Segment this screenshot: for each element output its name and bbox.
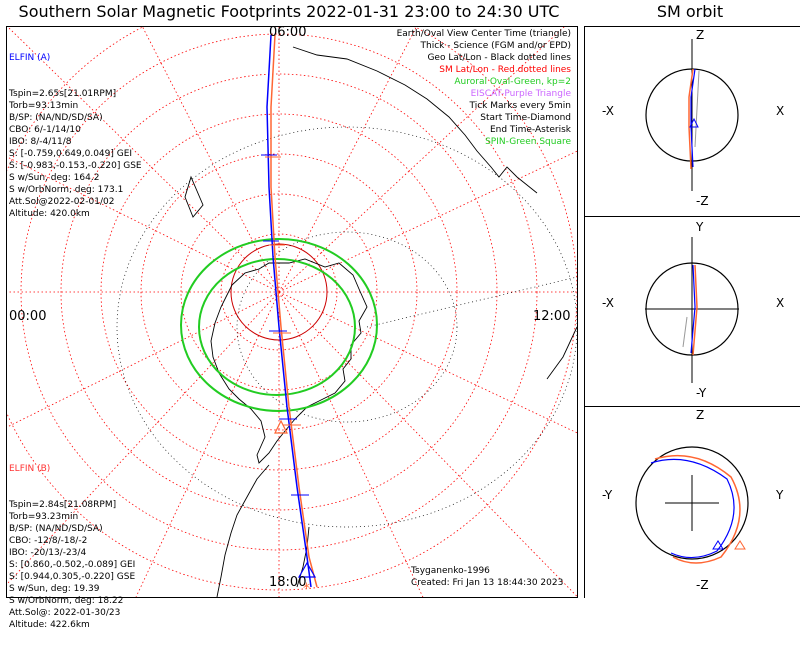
elfin-a-track [266, 34, 312, 588]
elfin-a-info-line: S w/OrbNorm, deg: 173.1 [9, 185, 124, 195]
sm3-top: Z [696, 408, 705, 422]
elfin-b-info-line: S: [0.860,-0.502,-0.089] GEI [9, 560, 136, 570]
elfin-b-view-triangle [274, 419, 288, 434]
elfin-b-info-line: S w/OrbNorm, deg: 18.22 [9, 596, 124, 606]
sm-panel-xy [584, 216, 800, 406]
sm-lat-circles [7, 27, 577, 591]
elfin-a-info-line: S: [-0.759,0.649,0.049] GEI [9, 149, 133, 159]
sm-orbit-column: Z -Z -X X Y -Y -X X Z -Z -Y Y [584, 26, 800, 598]
legend-item: Start Time-Diamond [480, 113, 571, 123]
elfin-b-info-line: Att.Sol@: 2022-01-30/23 [9, 608, 121, 618]
legend-item: Geo Lat/Lon - Black dotted lines [427, 53, 571, 63]
sm3-right: Y [776, 488, 784, 502]
elfin-a-ticks [261, 154, 309, 496]
elfin-a-info-line: S w/Sun, deg: 164.2 [9, 173, 100, 183]
elfin-b-info-line: Torb=93.23min [9, 512, 79, 522]
clock-bottom-label: 18:00 [269, 575, 307, 590]
elfin-a-info-line: Tspin=2.65s[21.01RPM] [9, 89, 117, 99]
sm-panel-yz [584, 406, 800, 598]
sm1-bottom: -Z [696, 194, 709, 208]
elfin-a-info-line: Torb=93.13min [9, 101, 79, 111]
sm3-left: -Y [602, 488, 613, 502]
sm2-top: Y [696, 220, 704, 234]
legend-item: SM Lat/Lon - Red dotted lines [439, 65, 571, 75]
auroral-oval [180, 238, 378, 412]
elfin-a-info-line: Att.Sol@2022-02-01/02 [9, 197, 115, 207]
elfin-b-lines: Tspin=2.84s[21.08RPM] Torb=93.23min B/SP: … [9, 499, 135, 631]
footprint-map-panel: * 06:00 00:00 12:00 18:00 ELFIN (A) Tspi… [6, 25, 578, 630]
clock-left-label: 00:00 [9, 309, 47, 324]
elfin-a-info: ELFIN (A) Tspin=2.65s[21.01RPM] Torb=93.1… [9, 28, 142, 244]
elfin-a-info-line: IBO: 8/-4/11/8 [9, 137, 72, 147]
sm-panel-xz [584, 26, 800, 216]
elfin-b-end-asterisk: * [303, 581, 310, 597]
africa-coastline [546, 326, 577, 380]
polar-map: * [7, 27, 577, 597]
sm2-right: X [776, 296, 785, 310]
sm-lon-lines [7, 27, 577, 597]
legend-item: Auroral Oval-Green, kp=2 [454, 77, 571, 87]
elfin-a-info-line: S: [-0.983,-0.153,-0.220] GSE [9, 161, 142, 171]
nz-coastline [184, 175, 204, 218]
sm1-left: -X [602, 104, 614, 118]
elfin-a-view-triangle [297, 561, 317, 578]
elfin-b-info-line: Altitude: 422.6km [9, 620, 90, 630]
elfin-a-info-line: CBO: 6/-1/14/10 [9, 125, 81, 135]
elfin-b-name: ELFIN (B) [9, 464, 51, 474]
sm-orbit-title: SM orbit [656, 2, 724, 21]
geo-lat-lines [116, 126, 577, 528]
australia-coastline [292, 46, 538, 194]
sm2-bottom: -Y [696, 386, 707, 400]
legend-item: EISCAT-Purple Triangle [470, 89, 571, 99]
elfin-a-info-line: B/SP: (NA/ND/SD/SA) [9, 113, 103, 123]
elfin-b-info-line: Tspin=2.84s[21.08RPM] [9, 500, 117, 510]
elfin-b-info-line: S w/Sun, deg: 19.39 [9, 584, 100, 594]
legend-item: Thick - Science (FGM and/or EPD) [420, 41, 571, 51]
legend-item: End Time-Asterisk [489, 125, 571, 135]
elfin-b-info: ELFIN (B) Tspin=2.84s[21.08RPM] Torb=93.2… [9, 439, 135, 655]
sm3-bottom: -Z [696, 578, 709, 592]
elfin-b-ticks [265, 156, 301, 426]
sm1-right: X [776, 104, 785, 118]
elfin-b-track [270, 34, 318, 588]
page-title: Southern Solar Magnetic Footprints 2022-… [18, 2, 560, 21]
legend-item: SPIN-Green Square [485, 137, 571, 147]
elfin-b-info-line: S: [0.944,0.305,-0.220] GSE [9, 572, 136, 582]
legend: Earth/Oval View Center Time (triangle) Th… [397, 28, 571, 148]
created-label: Created: Fri Jan 13 18:44:30 2023 [411, 578, 564, 588]
clock-top-label: 06:00 [269, 25, 307, 40]
sm-pole-circle [230, 243, 328, 341]
antarctica-coastline [210, 258, 368, 464]
model-label: Tsyganenko-1996 [411, 566, 490, 576]
sm1-top: Z [696, 28, 705, 42]
elfin-b-info-line: CBO: -12/8/-18/-2 [9, 536, 88, 546]
elfin-b-info-line: B/SP: (NA/ND/SD/SA) [9, 524, 103, 534]
sm2-left: -X [602, 296, 614, 310]
clock-right-label: 12:00 [533, 309, 571, 324]
elfin-b-info-line: IBO: -20/13/-23/4 [9, 548, 87, 558]
legend-item: Earth/Oval View Center Time (triangle) [396, 29, 571, 39]
elfin-a-lines: Tspin=2.65s[21.01RPM] Torb=93.13min B/SP: … [9, 88, 142, 220]
elfin-a-name: ELFIN (A) [9, 53, 51, 63]
elfin-a-info-line: Altitude: 420.0km [9, 209, 90, 219]
legend-item: Tick Marks every 5min [469, 101, 571, 111]
